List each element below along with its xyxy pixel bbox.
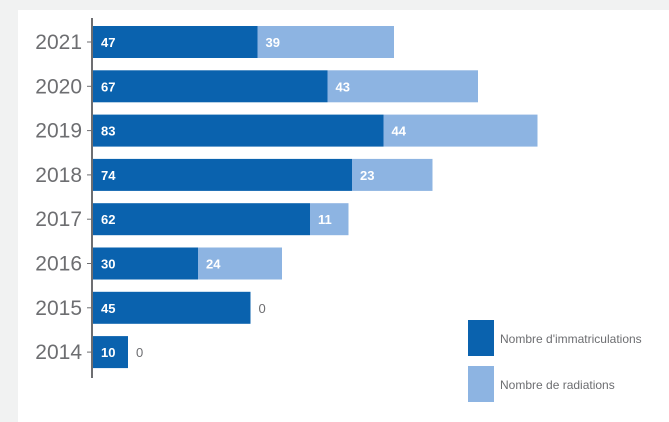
- data-label-radiations: 0: [136, 345, 143, 360]
- bar-radiations: [257, 26, 394, 58]
- legend-swatch-radiations: [468, 366, 494, 402]
- bar-immatriculations: [93, 203, 310, 236]
- y-tick-label: 2016: [35, 253, 82, 276]
- bar-immatriculations: [93, 247, 198, 280]
- bar-radiations: [383, 114, 538, 147]
- legend-label-immatriculations: Nombre d'immatriculations: [500, 332, 642, 346]
- data-label-immatriculations: 30: [101, 257, 115, 272]
- bar-immatriculations: [93, 291, 251, 324]
- bar-immatriculations: [93, 114, 384, 147]
- y-tick-label: 2018: [35, 164, 82, 187]
- y-tick-label: 2014: [35, 341, 82, 364]
- legend-swatch-immatriculations: [468, 320, 494, 356]
- data-label-immatriculations: 67: [101, 79, 115, 94]
- data-label-immatriculations: 74: [101, 168, 116, 183]
- bar-radiations: [352, 158, 433, 191]
- y-tick-label: 2015: [35, 297, 82, 320]
- bar-immatriculations: [93, 158, 352, 191]
- data-label-radiations: 43: [336, 79, 350, 94]
- bar-immatriculations: [93, 26, 258, 58]
- bar-immatriculations: [93, 336, 128, 369]
- bar-radiations: [310, 203, 349, 236]
- data-label-radiations: 44: [392, 124, 407, 139]
- y-tick-label: 2021: [35, 31, 82, 54]
- y-tick-label: 2020: [35, 75, 82, 98]
- bar-chart: 2021 47 39 2020 67 43 2019 83 44 2018 74 23 2017 62 11…: [35, 18, 642, 402]
- data-label-immatriculations: 47: [101, 35, 115, 50]
- data-label-radiations: 24: [206, 257, 221, 272]
- data-label-radiations: 11: [318, 212, 332, 227]
- y-tick-label: 2017: [35, 208, 82, 231]
- chart-panel: 2021 47 39 2020 67 43 2019 83 44 2018 74 23 2017 62 11…: [18, 10, 669, 422]
- legend-label-radiations: Nombre de radiations: [500, 378, 615, 392]
- data-label-immatriculations: 83: [101, 124, 115, 139]
- y-tick-label: 2019: [35, 120, 82, 143]
- data-label-radiations: 0: [259, 301, 266, 316]
- data-label-radiations: 39: [266, 35, 280, 50]
- bar-immatriculations: [93, 70, 328, 103]
- data-label-immatriculations: 10: [101, 345, 115, 360]
- data-label-radiations: 23: [360, 168, 374, 183]
- data-label-immatriculations: 62: [101, 212, 115, 227]
- bar-radiations: [327, 70, 478, 103]
- bar-radiations: [198, 247, 282, 280]
- data-label-immatriculations: 45: [101, 301, 115, 316]
